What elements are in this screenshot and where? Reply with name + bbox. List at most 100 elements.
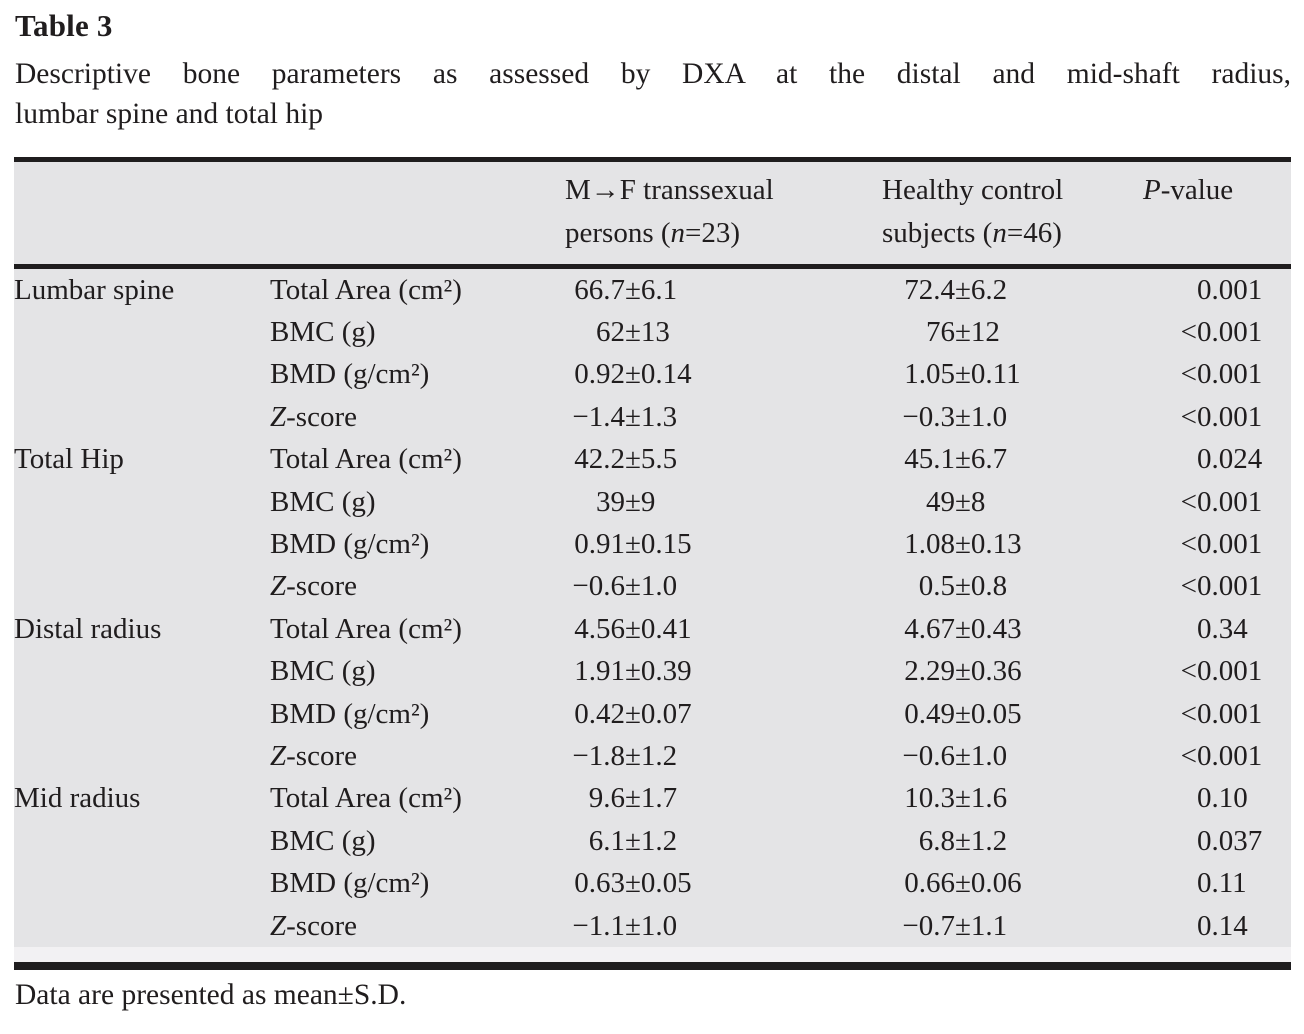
value-transsexual: 0.63±0.05 [574, 867, 692, 900]
p-value: <0.001 [1180, 697, 1263, 730]
value-control: 2.29±0.36 [904, 655, 1022, 688]
p-value: 0.024 [1197, 443, 1263, 476]
table-row: Mid radius Total Area (cm²) 9.6±1.7 10.3… [14, 778, 1291, 820]
p-value: 0.001 [1197, 273, 1263, 306]
value-control: 76±12 [926, 316, 1000, 349]
value-transsexual: 1.91±0.39 [574, 655, 692, 688]
value-control: 4.67±0.43 [904, 612, 1022, 645]
value-transsexual: −0.6±1.0 [572, 570, 678, 603]
table-row: BMC (g) 39±9 49±8 <0.001 [14, 481, 1291, 523]
site-label: Distal radius [14, 612, 162, 645]
p-value: 0.10 [1197, 782, 1248, 815]
header-transsexual-column: M→F transsexual persons (n=23) [565, 169, 774, 255]
table-body: Lumbar spine Total Area (cm²) 66.7±6.1 7… [14, 269, 1291, 948]
p-value: <0.001 [1180, 570, 1263, 603]
value-control: −0.7±1.1 [902, 909, 1008, 942]
value-control: −0.6±1.0 [902, 739, 1008, 772]
value-transsexual: 9.6±1.7 [588, 782, 678, 815]
table-row: Total Hip Total Area (cm²) 42.2±5.5 45.1… [14, 439, 1291, 481]
parameter-label: Total Area (cm²) [270, 443, 462, 476]
p-value: 0.11 [1197, 867, 1247, 900]
value-control: −0.3±1.0 [902, 400, 1008, 433]
parameter-label: Total Area (cm²) [270, 612, 462, 645]
caption-line-1: Descriptive bone parameters as assessed … [15, 58, 1291, 90]
value-transsexual: 0.42±0.07 [574, 697, 692, 730]
value-control: 0.49±0.05 [904, 697, 1022, 730]
value-control: 10.3±1.6 [904, 782, 1008, 815]
header-control-column: Healthy control subjects (n=46) [882, 169, 1063, 255]
bottom-band [14, 947, 1291, 962]
table-row: Z-score −1.8±1.2 −0.6±1.0 <0.001 [14, 735, 1291, 777]
value-control: 6.8±1.2 [918, 824, 1008, 857]
table-row: BMC (g) 1.91±0.39 2.29±0.36 <0.001 [14, 651, 1291, 693]
parameter-label: Z-score [270, 400, 357, 433]
site-label: Mid radius [14, 782, 141, 815]
value-control: 1.08±0.13 [904, 528, 1022, 561]
parameter-label: Z-score [270, 909, 357, 942]
parameter-label: BMC (g) [270, 485, 376, 518]
header-rule [14, 264, 1291, 269]
parameter-label: BMD (g/cm²) [270, 358, 430, 391]
table-row: Z-score −1.1±1.0 −0.7±1.1 0.14 [14, 905, 1291, 947]
p-value: <0.001 [1180, 358, 1263, 391]
table-row: BMD (g/cm²) 0.91±0.15 1.08±0.13 <0.001 [14, 523, 1291, 565]
header-transsexual-line1: M→F transsexual [565, 174, 774, 206]
value-transsexual: 0.91±0.15 [574, 528, 692, 561]
parameter-label: BMD (g/cm²) [270, 867, 430, 900]
table-header: M→F transsexual persons (n=23) Healthy c… [14, 162, 1291, 264]
caption-line-2: lumbar spine and total hip [15, 98, 324, 130]
value-control: 45.1±6.7 [904, 443, 1008, 476]
table-row: BMD (g/cm²) 0.92±0.14 1.05±0.11 <0.001 [14, 354, 1291, 396]
value-transsexual: −1.8±1.2 [572, 739, 678, 772]
p-value: <0.001 [1180, 655, 1263, 688]
table-row: Z-score −1.4±1.3 −0.3±1.0 <0.001 [14, 396, 1291, 438]
site-label: Total Hip [14, 443, 124, 476]
header-transsexual-line2: persons (n=23) [565, 217, 741, 249]
p-value: <0.001 [1180, 316, 1263, 349]
value-transsexual: 66.7±6.1 [574, 273, 678, 306]
value-transsexual: −1.4±1.3 [572, 400, 678, 433]
p-value: <0.001 [1180, 528, 1263, 561]
parameter-label: BMC (g) [270, 316, 376, 349]
header-pvalue-column: P-value [1143, 174, 1234, 206]
value-transsexual: 42.2±5.5 [574, 443, 678, 476]
value-transsexual: −1.1±1.0 [572, 909, 678, 942]
table-row: BMC (g) 6.1±1.2 6.8±1.2 0.037 [14, 820, 1291, 862]
parameter-label: BMD (g/cm²) [270, 528, 430, 561]
table-caption: Descriptive bone parameters as assessed … [15, 54, 1291, 134]
parameter-label: BMD (g/cm²) [270, 697, 430, 730]
parameter-label: Z-score [270, 570, 357, 603]
value-control: 1.05±0.11 [904, 358, 1021, 391]
header-control-line1: Healthy control [882, 174, 1064, 206]
value-transsexual: 4.56±0.41 [574, 612, 692, 645]
value-transsexual: 0.92±0.14 [574, 358, 692, 391]
p-value: 0.34 [1197, 612, 1248, 645]
table-row: Distal radius Total Area (cm²) 4.56±0.41… [14, 608, 1291, 650]
parameter-label: Total Area (cm²) [270, 782, 462, 815]
p-value: 0.037 [1197, 824, 1263, 857]
value-control: 49±8 [926, 485, 986, 518]
value-transsexual: 62±13 [596, 316, 670, 349]
value-control: 72.4±6.2 [904, 273, 1008, 306]
table-row: Lumbar spine Total Area (cm²) 66.7±6.1 7… [14, 269, 1291, 311]
p-value: <0.001 [1180, 400, 1263, 433]
value-transsexual: 39±9 [596, 485, 656, 518]
p-value: 0.14 [1197, 909, 1248, 942]
bottom-rule [14, 962, 1291, 970]
parameter-label: Z-score [270, 739, 357, 772]
value-control: 0.66±0.06 [904, 867, 1022, 900]
parameter-label: BMC (g) [270, 655, 376, 688]
table-title: Table 3 [15, 8, 113, 43]
table-row: BMD (g/cm²) 0.42±0.07 0.49±0.05 <0.001 [14, 693, 1291, 735]
value-control: 0.5±0.8 [918, 570, 1008, 603]
header-control-line2: subjects (n=46) [882, 217, 1062, 249]
parameter-label: BMC (g) [270, 824, 376, 857]
table-row: BMC (g) 62±13 76±12 <0.001 [14, 311, 1291, 353]
p-value: <0.001 [1180, 485, 1263, 518]
table-footnote: Data are presented as mean±S.D. [15, 979, 407, 1011]
value-transsexual: 6.1±1.2 [588, 824, 678, 857]
p-value: <0.001 [1180, 739, 1263, 772]
table-row: Z-score −0.6±1.0 0.5±0.8 <0.001 [14, 566, 1291, 608]
parameter-label: Total Area (cm²) [270, 273, 462, 306]
